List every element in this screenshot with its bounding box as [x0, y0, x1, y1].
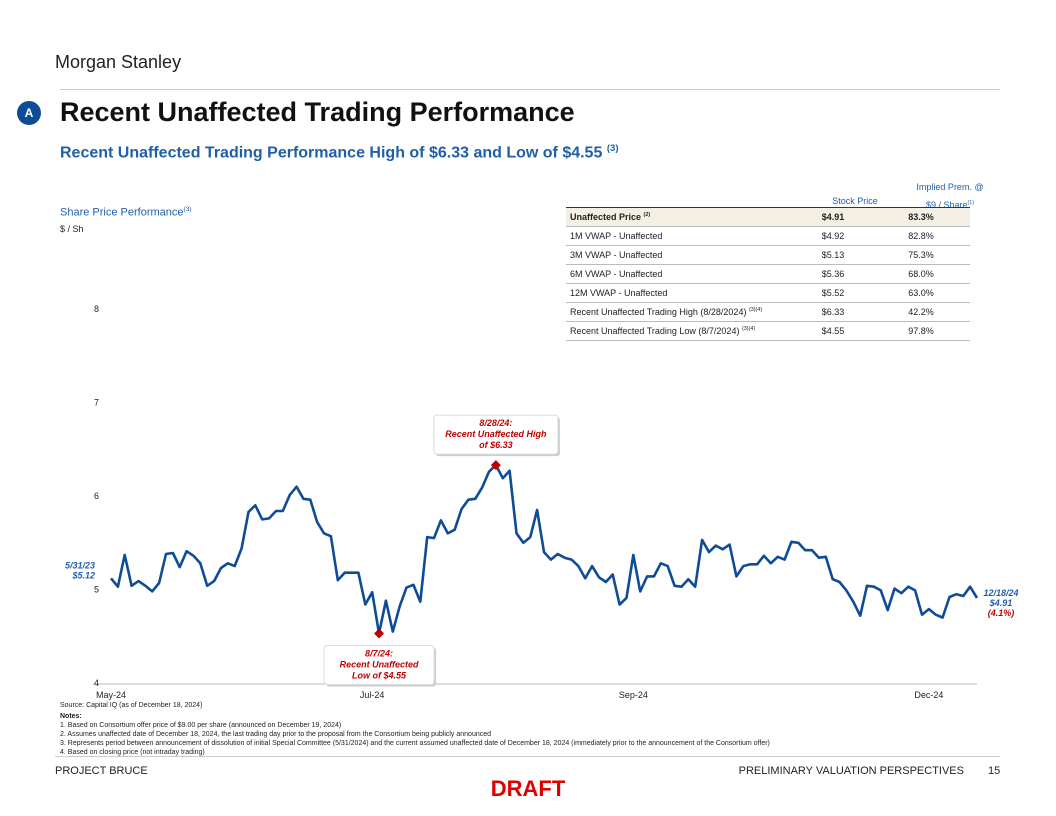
end-label: $4.91 — [989, 598, 1013, 608]
note-item: 2. Assumes unaffected date of December 1… — [60, 731, 492, 738]
row-label: Recent Unaffected Trading Low (8/7/2024)… — [566, 321, 794, 341]
table-row: 1M VWAP - Unaffected $4.92 82.8% — [566, 226, 970, 246]
slide-title: Recent Unaffected Trading Performance — [60, 97, 575, 127]
note-item: 1. Based on Consortium offer price of $9… — [60, 722, 342, 729]
callout-text: Recent Unaffected High — [445, 429, 547, 439]
end-label: (4.1%) — [988, 608, 1015, 618]
high-marker — [490, 460, 501, 471]
table-row: Unaffected Price (2) $4.91 83.3% — [566, 207, 970, 227]
chart-title: Share Price Performance(3) — [60, 206, 192, 219]
label-text: 3M VWAP - Unaffected — [570, 250, 663, 260]
callout-text: Recent Unaffected — [340, 659, 419, 669]
price-cell: $5.52 — [794, 283, 872, 303]
table-row: 3M VWAP - Unaffected $5.13 75.3% — [566, 245, 970, 265]
y-tick-label: 5 — [94, 585, 99, 595]
chart-title-note: (3) — [183, 206, 192, 213]
callout-box — [433, 414, 559, 455]
y-axis-label: $ / Sh — [60, 224, 84, 234]
header-line: Implied Prem. @ — [916, 182, 984, 192]
footer-rule — [55, 756, 1000, 757]
footer-project: PROJECT BRUCE — [55, 765, 148, 777]
label-note: (3)(4) — [748, 307, 763, 313]
y-tick-label: 8 — [94, 304, 99, 314]
header-line: $9 / Share(1) — [900, 195, 1000, 213]
header-note: (1) — [967, 200, 975, 206]
premium-cell: 97.8% — [872, 321, 970, 341]
label-text: 1M VWAP - Unaffected — [570, 231, 663, 241]
label-text: Recent Unaffected Trading High (8/28/202… — [570, 307, 747, 317]
premium-cell: 82.8% — [872, 226, 970, 246]
end-label: 12/18/24 — [983, 588, 1018, 598]
price-cell: $4.92 — [794, 226, 872, 246]
footer-section: PRELIMINARY VALUATION PERSPECTIVES — [738, 765, 964, 777]
draft-mark: DRAFT — [490, 776, 566, 801]
source: Source: Capital IQ (as of December 18, 2… — [60, 702, 203, 709]
col-header-price: Stock Price — [832, 196, 878, 206]
row-label: 6M VWAP - Unaffected — [566, 264, 794, 284]
logo: Morgan Stanley — [55, 52, 182, 72]
col-header-premium: Implied Prem. @ $9 / Share(1) — [900, 179, 1000, 213]
row-label: Unaffected Price (2) — [566, 207, 794, 227]
row-label: 3M VWAP - Unaffected — [566, 245, 794, 265]
price-line — [109, 463, 979, 635]
label-note: (3)(4) — [741, 326, 756, 332]
x-tick-label: Jul-24 — [360, 690, 385, 700]
page-number: 15 — [988, 765, 1001, 777]
start-label: 5/31/23 — [65, 560, 95, 570]
chart-title-text: Share Price Performance — [60, 206, 184, 219]
label-text: 12M VWAP - Unaffected — [570, 288, 668, 298]
low-marker — [374, 628, 385, 639]
premium-cell: 68.0% — [872, 264, 970, 284]
notes-heading: Notes: — [60, 713, 82, 720]
callout-box — [323, 644, 435, 685]
price-cell: $4.91 — [794, 207, 872, 227]
price-cell: $5.36 — [794, 264, 872, 284]
header-rule — [60, 89, 1000, 90]
table-row: 6M VWAP - Unaffected $5.36 68.0% — [566, 264, 970, 284]
y-tick-label: 6 — [94, 491, 99, 501]
notes: Notes: 1. Based on Consortium offer price… — [60, 712, 770, 757]
note-item: 3. Represents period between announcemen… — [60, 740, 770, 747]
callout-text: of $6.33 — [479, 440, 513, 450]
subtitle-text: Recent Unaffected Trading Performance Hi… — [60, 144, 603, 162]
row-label: Recent Unaffected Trading High (8/28/202… — [566, 302, 794, 322]
callout-text: 8/7/24: — [365, 648, 393, 658]
label-text: Unaffected Price — [570, 212, 642, 222]
subtitle-note: (3) — [606, 143, 619, 154]
premium-cell: 83.3% — [872, 207, 970, 227]
x-tick-label: May-24 — [96, 690, 126, 700]
label-text: Recent Unaffected Trading Low (8/7/2024) — [570, 326, 740, 336]
y-tick-label: 7 — [94, 398, 99, 408]
start-label: $5.12 — [71, 570, 95, 580]
price-cell: $4.55 — [794, 321, 872, 341]
price-cell: $5.13 — [794, 245, 872, 265]
row-label: 12M VWAP - Unaffected — [566, 283, 794, 303]
premium-cell: 42.2% — [872, 302, 970, 322]
table-row: Recent Unaffected Trading Low (8/7/2024)… — [566, 321, 970, 341]
table-row: Recent Unaffected Trading High (8/28/202… — [566, 302, 970, 322]
premium-cell: 63.0% — [872, 283, 970, 303]
premium-cell: 75.3% — [872, 245, 970, 265]
note-item: 4. Based on closing price (not intraday … — [60, 749, 205, 756]
section-badge: A — [17, 101, 41, 125]
price-table: Unaffected Price (2) $4.91 83.3% 1M VWAP - … — [566, 207, 970, 341]
subtitle: Recent Unaffected Trading Performance Hi… — [60, 143, 619, 162]
header-text: $9 / Share — [925, 200, 968, 210]
label-text: 6M VWAP - Unaffected — [570, 269, 663, 279]
y-tick-label: 4 — [94, 678, 99, 688]
label-note: (2) — [643, 212, 651, 218]
x-tick-label: Dec-24 — [914, 690, 943, 700]
x-tick-label: Sep-24 — [619, 690, 648, 700]
callout-text: Low of $4.55 — [352, 670, 407, 680]
price-cell: $6.33 — [794, 302, 872, 322]
callout-text: 8/28/24: — [479, 418, 512, 428]
table-row: 12M VWAP - Unaffected $5.52 63.0% — [566, 283, 970, 303]
row-label: 1M VWAP - Unaffected — [566, 226, 794, 246]
